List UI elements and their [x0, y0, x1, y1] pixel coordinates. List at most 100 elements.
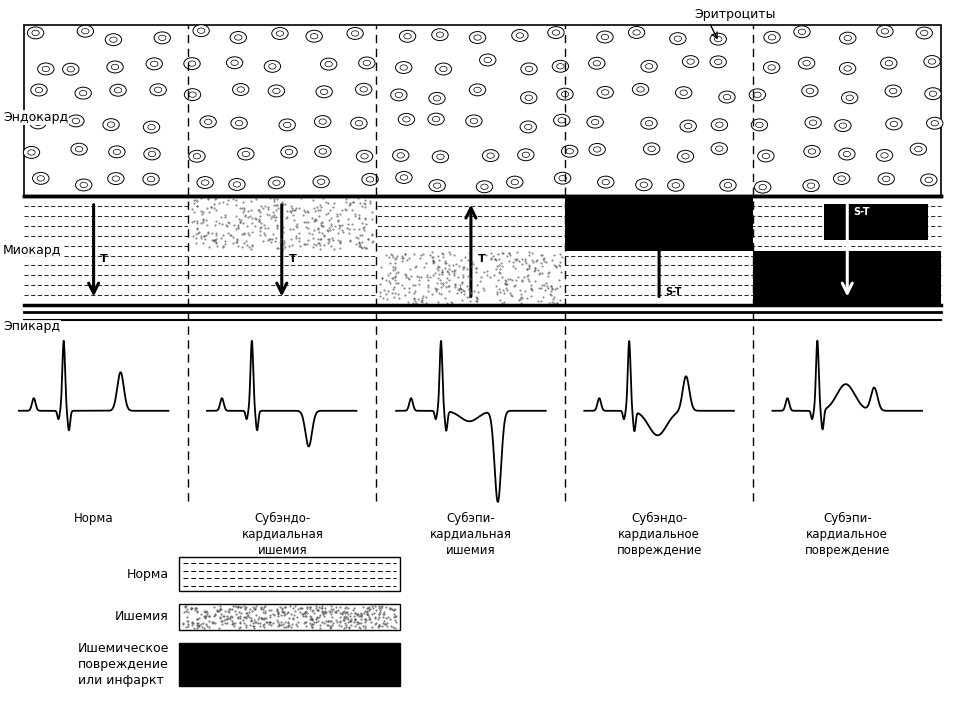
Bar — [179, 643, 400, 686]
Circle shape — [843, 151, 850, 157]
Circle shape — [637, 87, 645, 92]
Bar — [188, 196, 376, 251]
Circle shape — [149, 151, 155, 156]
Circle shape — [711, 118, 728, 130]
Circle shape — [557, 64, 565, 69]
Circle shape — [158, 35, 166, 41]
Circle shape — [803, 179, 819, 191]
Circle shape — [710, 56, 727, 68]
Circle shape — [38, 63, 54, 75]
Circle shape — [597, 86, 614, 98]
Circle shape — [928, 59, 936, 64]
Circle shape — [234, 182, 240, 187]
Circle shape — [144, 148, 160, 160]
Circle shape — [554, 114, 570, 126]
Circle shape — [840, 32, 856, 44]
Circle shape — [525, 66, 533, 72]
Circle shape — [237, 87, 244, 93]
Circle shape — [77, 25, 94, 37]
Circle shape — [316, 86, 332, 97]
Circle shape — [881, 57, 897, 69]
Circle shape — [840, 123, 846, 128]
Circle shape — [931, 121, 938, 126]
Circle shape — [672, 182, 679, 188]
Circle shape — [433, 183, 441, 189]
Circle shape — [839, 148, 855, 160]
Circle shape — [79, 90, 87, 96]
Circle shape — [431, 29, 448, 41]
Circle shape — [37, 176, 44, 181]
Circle shape — [844, 36, 851, 41]
Circle shape — [111, 64, 119, 69]
Circle shape — [719, 91, 735, 103]
Circle shape — [202, 180, 208, 185]
Circle shape — [516, 33, 524, 38]
Circle shape — [921, 174, 937, 186]
Circle shape — [189, 150, 206, 162]
Circle shape — [840, 62, 856, 74]
Bar — [824, 205, 927, 240]
Text: Ишемическое
повреждение
или инфаркт: Ишемическое повреждение или инфаркт — [77, 642, 169, 687]
Circle shape — [525, 124, 532, 130]
Bar — [24, 25, 941, 196]
Circle shape — [525, 95, 533, 100]
Circle shape — [437, 154, 444, 159]
Circle shape — [360, 87, 368, 92]
Circle shape — [396, 172, 412, 184]
Circle shape — [677, 150, 694, 162]
Circle shape — [433, 95, 441, 101]
Circle shape — [644, 143, 660, 155]
Circle shape — [279, 119, 295, 131]
Text: Субэндо-
кардиальное
повреждение: Субэндо- кардиальное повреждение — [617, 512, 702, 557]
Circle shape — [400, 30, 416, 42]
Circle shape — [242, 151, 250, 157]
Circle shape — [477, 181, 493, 193]
Circle shape — [146, 58, 162, 70]
Circle shape — [806, 88, 813, 93]
Circle shape — [313, 176, 329, 188]
Circle shape — [396, 93, 402, 97]
Circle shape — [593, 60, 600, 66]
Circle shape — [31, 84, 47, 96]
Circle shape — [107, 61, 124, 73]
Circle shape — [36, 88, 42, 93]
Bar — [753, 251, 941, 305]
Circle shape — [436, 32, 444, 37]
Circle shape — [759, 184, 766, 190]
Circle shape — [641, 60, 657, 72]
Circle shape — [929, 91, 937, 96]
Circle shape — [890, 88, 896, 94]
Circle shape — [397, 153, 404, 158]
Circle shape — [32, 30, 40, 36]
Circle shape — [469, 84, 485, 96]
Circle shape — [838, 176, 845, 182]
Circle shape — [878, 173, 895, 185]
Circle shape — [151, 61, 158, 67]
Circle shape — [227, 57, 243, 69]
Circle shape — [670, 33, 686, 45]
Circle shape — [680, 120, 697, 132]
Circle shape — [150, 84, 166, 96]
Circle shape — [103, 118, 120, 130]
Circle shape — [844, 66, 851, 71]
Circle shape — [319, 119, 326, 124]
Circle shape — [391, 89, 407, 101]
Circle shape — [235, 121, 243, 125]
Circle shape — [632, 83, 648, 95]
Circle shape — [552, 30, 560, 35]
Circle shape — [646, 64, 652, 69]
Circle shape — [154, 32, 171, 43]
Circle shape — [559, 175, 566, 181]
Circle shape — [881, 29, 889, 34]
Circle shape — [200, 116, 216, 128]
Circle shape — [105, 34, 122, 46]
Circle shape — [636, 179, 652, 191]
Text: Субэпи-
кардиальное
повреждение: Субэпи- кардиальное повреждение — [805, 512, 890, 557]
Circle shape — [885, 85, 901, 97]
Circle shape — [188, 61, 196, 67]
Circle shape — [183, 57, 200, 69]
Circle shape — [522, 152, 530, 158]
Circle shape — [910, 143, 926, 155]
Circle shape — [724, 95, 731, 100]
Circle shape — [487, 153, 494, 158]
